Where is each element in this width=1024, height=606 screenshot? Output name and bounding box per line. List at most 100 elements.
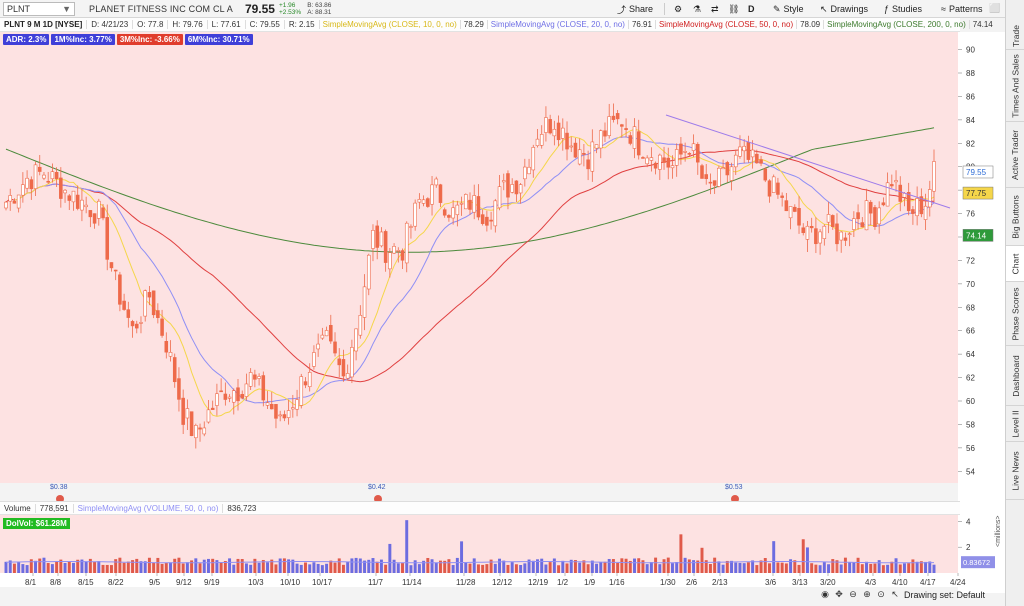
volume-bar: [692, 560, 696, 573]
candle-body: [151, 290, 156, 316]
stat-labels: ADR: 2.3% 1M%Inc: 3.77% 3M%Inc: -3.66% 6…: [3, 34, 253, 45]
maximize-icon[interactable]: ⬜: [989, 3, 1001, 13]
time-tick-label: 11/7: [368, 578, 384, 587]
zoom-out-icon[interactable]: ⊖: [849, 589, 857, 599]
settings-button[interactable]: ⚙: [674, 2, 682, 16]
price-chart[interactable]: 9088868482807876747270686664626058565479…: [0, 18, 1005, 606]
candle-body: [797, 208, 801, 226]
tab-trade-label: Trade: [1010, 24, 1021, 47]
candle-body: [721, 167, 725, 170]
tab-big-buttons[interactable]: Big Buttons: [1006, 188, 1024, 246]
candle-body: [299, 376, 304, 406]
candle-body: [261, 375, 266, 401]
tab-phase-scores-label: Phase Scores: [1010, 287, 1021, 340]
sync-icon: ⇄: [711, 3, 719, 14]
volume-bar: [240, 559, 244, 573]
volume-bar: [215, 560, 219, 573]
candle-body: [518, 184, 523, 194]
candle-body: [177, 378, 181, 400]
tab-trade[interactable]: Trade: [1006, 22, 1024, 50]
symbol-input[interactable]: PLNT ▼: [3, 1, 75, 16]
volume-bar: [341, 564, 345, 573]
chevron-down-icon[interactable]: ▼: [62, 3, 71, 14]
volume-bar: [531, 560, 535, 573]
candle-body: [763, 168, 768, 181]
zoom-in-icon[interactable]: ⊕: [863, 589, 871, 599]
flask-button[interactable]: ⚗: [693, 2, 701, 16]
link-icon: ⛓: [728, 3, 740, 14]
camera-icon[interactable]: ◉: [821, 589, 829, 599]
chart-info-bar: PLNT 9 M 1D [NYSE] D: 4/21/23 O: 77.8 H:…: [0, 18, 993, 32]
candle-body: [113, 269, 118, 272]
crosshair-icon[interactable]: ⊙: [877, 589, 885, 599]
volume-bar: [126, 561, 130, 573]
tab-times-and-sales[interactable]: Times And Sales: [1006, 50, 1024, 122]
volume-bar: [793, 560, 797, 573]
tab-chart[interactable]: Chart: [1006, 246, 1024, 282]
volume-bar: [455, 557, 459, 573]
volume-bar: [616, 562, 620, 573]
volume-bar: [405, 520, 409, 573]
volume-bar: [839, 564, 843, 573]
candle-body: [598, 130, 603, 149]
candle-body: [531, 147, 536, 171]
candle-body: [915, 198, 919, 217]
drawings-button[interactable]: ↖ Drawings: [820, 2, 868, 16]
volume-bar: [173, 558, 177, 573]
price-tick-label: 90: [966, 46, 975, 55]
tab-active-trader[interactable]: Active Trader: [1006, 122, 1024, 188]
volume-bar: [350, 558, 354, 573]
candle-body: [4, 201, 8, 209]
candle-body: [565, 132, 569, 150]
volume-bar: [645, 564, 649, 573]
style-button[interactable]: ✎ Style: [773, 2, 804, 16]
sync-button[interactable]: ⇄: [711, 2, 719, 16]
volume-bar: [557, 565, 561, 573]
volume-bar: [894, 558, 898, 573]
share-button[interactable]: ⤴ Share: [617, 2, 653, 16]
candle-body: [417, 199, 422, 203]
candle-body: [316, 343, 320, 350]
candle-body: [784, 200, 789, 212]
drawings-label: Drawings: [830, 4, 869, 14]
time-tick-label: 8/22: [108, 578, 124, 587]
volume-bar: [304, 562, 307, 573]
tab-level-ii[interactable]: Level II: [1006, 406, 1024, 442]
volume-bar: [34, 560, 38, 573]
patterns-button[interactable]: ≈ Patterns: [941, 2, 982, 16]
volume-bar: [725, 560, 729, 573]
candle-body: [46, 180, 50, 183]
cursor-icon[interactable]: ↖: [891, 589, 899, 599]
candle-body: [624, 128, 628, 130]
6m-inc-label: 6M%Inc: 30.71%: [184, 34, 253, 45]
chart-area[interactable]: 9088868482807876747270686664626058565479…: [0, 18, 1005, 606]
ask: A: 88.31: [307, 8, 332, 16]
candle-body: [590, 141, 595, 172]
tab-dashboard[interactable]: Dashboard: [1006, 346, 1024, 406]
candle-body: [269, 403, 274, 410]
tab-phase-scores[interactable]: Phase Scores: [1006, 282, 1024, 346]
price-tick-label: 72: [966, 256, 975, 265]
candle-body: [16, 194, 21, 209]
volume-bar: [932, 564, 936, 573]
link-button[interactable]: ⛓: [728, 2, 739, 16]
dividend-amount-label: $0.53: [725, 484, 743, 491]
candle-body: [232, 390, 236, 403]
volume-bar: [29, 559, 33, 573]
tab-live-news[interactable]: Live News: [1006, 442, 1024, 500]
aggregation-button[interactable]: D: [748, 2, 755, 16]
candle-body: [350, 347, 354, 378]
flask-icon: ⚗: [693, 3, 702, 14]
volume-bar: [185, 562, 189, 573]
candle-body: [556, 122, 561, 141]
studies-button[interactable]: ƒ Studies: [884, 2, 922, 16]
pan-icon[interactable]: ✥: [835, 589, 843, 599]
time-tick-label: 2/13: [712, 578, 728, 587]
candle-body: [97, 200, 101, 219]
candle-body: [653, 162, 658, 169]
trend-line[interactable]: [665, 114, 951, 209]
volume-bar: [628, 560, 632, 573]
time-tick-label: 1/9: [584, 578, 596, 587]
volume-bar: [561, 560, 565, 573]
patterns-icon: ≈: [941, 4, 946, 14]
